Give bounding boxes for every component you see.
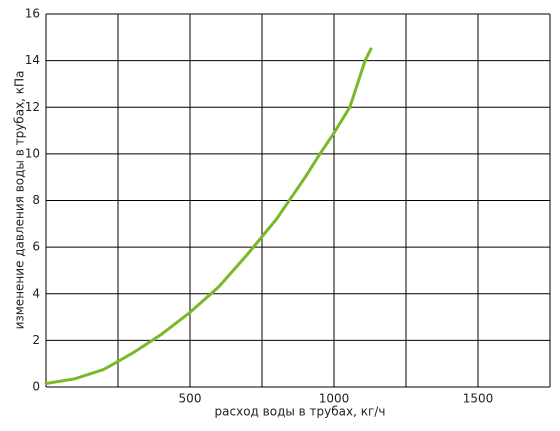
x-tick-label: 1500 [463,392,494,406]
y-tick-label: 10 [25,146,40,160]
y-tick-label: 6 [32,240,40,254]
y-tick-label: 8 [32,193,40,207]
x-tick-label: 1000 [319,392,350,406]
x-tick-label: 500 [179,392,202,406]
y-tick-label: 16 [25,7,40,21]
line [44,47,373,385]
y-tick-label: 2 [32,333,40,347]
y-axis-label: изменение давления воды в трубах, кПа [13,71,27,330]
y-tick-label: 12 [25,100,40,114]
y-tick-label: 0 [32,380,40,394]
y-tick-label: 14 [25,53,40,67]
x-axis-label: расход воды в трубах, кг/ч [215,405,386,419]
y-tick-label: 4 [32,286,40,300]
